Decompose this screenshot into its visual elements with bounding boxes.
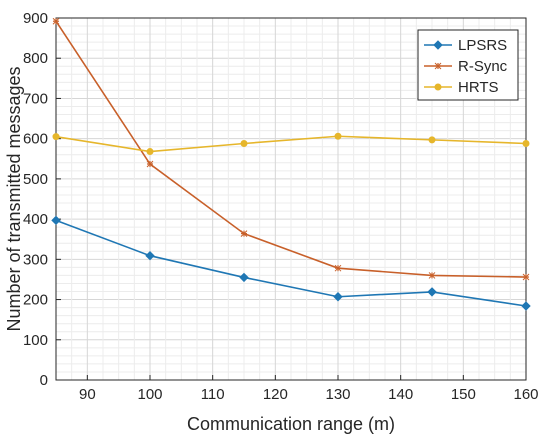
data-point-r-sync — [240, 230, 248, 237]
data-point-lpsrs — [521, 301, 531, 311]
x-tick-label: 100 — [137, 386, 162, 403]
legend-label-r-sync: R-Sync — [458, 58, 508, 75]
data-point-r-sync — [52, 17, 60, 25]
data-point-hrts — [522, 139, 530, 147]
x-tick-label: 110 — [201, 386, 225, 403]
data-point-lpsrs — [145, 251, 155, 261]
y-tick-label: 700 — [23, 90, 48, 107]
data-point-hrts — [334, 132, 342, 140]
series-line-r-sync — [55, 20, 527, 278]
y-axis-title: Number of transmitted messages — [4, 66, 24, 331]
x-tick-label: 150 — [451, 386, 476, 403]
data-point-lpsrs — [51, 215, 61, 226]
data-point-hrts — [146, 148, 154, 156]
y-tick-label: 500 — [23, 171, 48, 188]
data-point-r-sync — [522, 273, 530, 281]
x-tick-label: 90 — [79, 386, 96, 403]
legend-marker-hrts — [434, 83, 442, 91]
data-point-hrts — [52, 133, 60, 141]
data-point-r-sync — [428, 272, 436, 279]
legend-marker-r-sync — [434, 62, 442, 70]
y-tick-label: 100 — [23, 332, 48, 349]
y-tick-label: 800 — [23, 50, 48, 67]
y-tick-label: 400 — [23, 211, 48, 228]
series-lines — [51, 17, 531, 311]
x-tick-label: 140 — [388, 386, 413, 403]
data-point-hrts — [240, 139, 248, 147]
x-tick-label: 120 — [263, 386, 288, 403]
y-tick-label: 300 — [23, 251, 48, 268]
data-point-r-sync — [146, 160, 154, 168]
legend-box — [417, 29, 519, 101]
axis-ticks: 90 100 110 120 130 140 150 160 0 100 200 300 400 500 6… — [23, 10, 539, 403]
series-line-lpsrs — [55, 219, 527, 307]
plot-area — [55, 17, 527, 381]
y-tick-label: 0 — [40, 372, 48, 389]
data-point-lpsrs — [333, 292, 343, 302]
legend-label-lpsrs: LPSRS — [458, 37, 507, 54]
y-tick-label: 600 — [23, 131, 48, 148]
series-line-hrts — [55, 135, 527, 153]
data-point-hrts — [428, 136, 436, 144]
legend-marker-lpsrs — [433, 40, 443, 50]
y-tick-label: 200 — [23, 292, 48, 309]
data-point-lpsrs — [427, 287, 437, 297]
y-tick-label: 900 — [23, 10, 48, 27]
data-point-r-sync — [334, 264, 342, 272]
legend: LPSRS R-Sync HRTS — [417, 29, 519, 101]
x-axis-title: Communication range (m) — [187, 414, 395, 434]
x-tick-label: 130 — [325, 386, 350, 403]
x-tick-label: 160 — [513, 386, 538, 403]
data-point-lpsrs — [239, 272, 249, 283]
legend-label-hrts: HRTS — [458, 79, 499, 96]
